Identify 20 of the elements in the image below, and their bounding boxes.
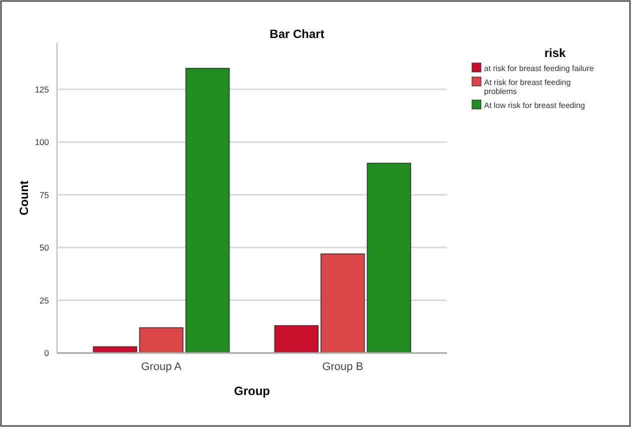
bar bbox=[320, 253, 365, 354]
chart-title: Bar Chart bbox=[270, 27, 324, 41]
y-tick-label: 125 bbox=[34, 84, 50, 94]
y-axis-title: Count bbox=[17, 180, 31, 216]
legend-label: At low risk for breast feeding bbox=[484, 101, 585, 110]
bar bbox=[185, 68, 230, 354]
legend-label: at risk for breast feeding failure bbox=[484, 64, 594, 73]
legend-label: At risk for breast feeding problems bbox=[484, 78, 571, 96]
y-tick-label: 100 bbox=[34, 137, 50, 148]
x-axis-title: Group bbox=[234, 384, 270, 398]
y-tick-label: 25 bbox=[40, 295, 50, 306]
x-tick-label: Group B bbox=[322, 361, 364, 373]
y-tick-label: 50 bbox=[40, 242, 50, 253]
legend-title: risk bbox=[544, 46, 566, 60]
bar bbox=[139, 327, 184, 354]
x-tick-label: Group A bbox=[141, 361, 182, 373]
y-tick-label: 75 bbox=[40, 190, 50, 200]
y-tick-label: 0 bbox=[44, 348, 50, 358]
bar bbox=[366, 162, 412, 354]
bar bbox=[274, 325, 319, 354]
